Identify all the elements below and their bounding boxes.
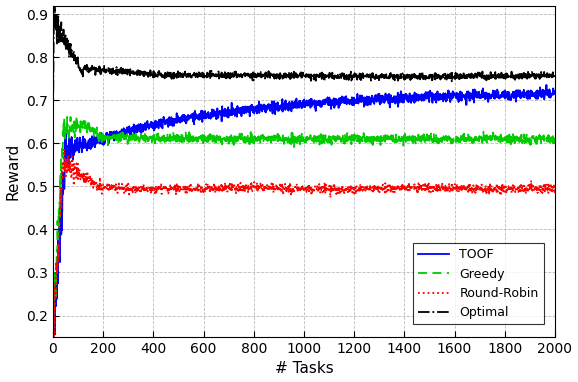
Optimal [537,74,544,78]
Optimal [294,73,301,78]
TOOF [551,89,558,93]
Greedy [64,115,71,119]
Round-Robin [76,167,83,172]
Y-axis label: Reward: Reward [6,142,21,200]
Greedy [281,142,288,146]
Line: Round-Robin: Round-Robin [53,149,555,338]
Greedy [76,121,83,126]
TOOF [294,105,301,110]
Round-Robin [50,335,57,340]
Legend: TOOF, Greedy, Round-Robin, Optimal: TOOF, Greedy, Round-Robin, Optimal [413,243,544,324]
Round-Robin [537,186,544,190]
TOOF [75,142,82,147]
TOOF [536,85,543,90]
Greedy [537,137,544,142]
Round-Robin [281,187,288,191]
Greedy [50,335,57,339]
Greedy [445,134,452,139]
Optimal [281,74,288,78]
Greedy [537,136,544,141]
Optimal [551,76,558,81]
TOOF [50,335,57,339]
TOOF [280,103,287,108]
Round-Robin [445,185,452,189]
Line: TOOF: TOOF [53,85,555,337]
TOOF [537,93,544,98]
Round-Robin [50,335,57,339]
TOOF [445,88,452,93]
Optimal [445,73,452,78]
Optimal [50,89,57,94]
Round-Robin [61,147,68,151]
Greedy [294,139,301,144]
TOOF [543,83,550,87]
Optimal [51,2,58,6]
Greedy [551,132,558,136]
Round-Robin [538,184,544,188]
Line: Optimal: Optimal [53,4,555,92]
Optimal [76,66,83,70]
Round-Robin [294,189,301,194]
Round-Robin [551,184,558,188]
Line: Greedy: Greedy [53,117,555,337]
X-axis label: # Tasks: # Tasks [275,361,334,376]
Optimal [537,73,544,78]
